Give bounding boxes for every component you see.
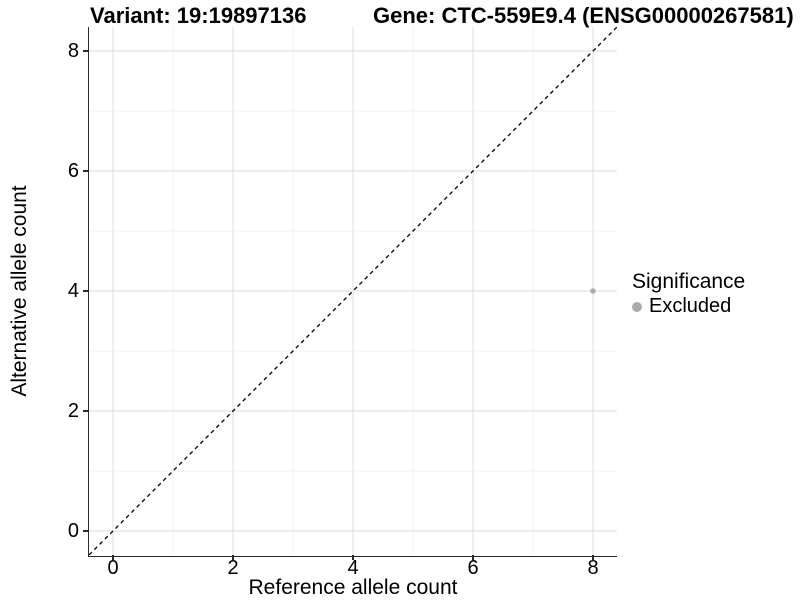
x-axis-tick	[472, 555, 474, 560]
y-axis-tick	[82, 170, 88, 172]
x-axis-tick	[352, 555, 354, 560]
legend: Significance Excluded	[632, 271, 745, 317]
x-axis-tick	[232, 555, 234, 560]
legend-item-label: Excluded	[649, 295, 732, 317]
plot-panel	[89, 27, 617, 555]
y-axis-tick-label: 0	[67, 520, 79, 542]
legend-point-icon	[632, 301, 642, 312]
x-axis-tick-label: 4	[347, 557, 359, 579]
y-axis-tick	[82, 50, 88, 52]
y-axis-tick	[82, 530, 88, 532]
x-axis-tick-label: 6	[467, 557, 479, 579]
y-axis-tick-label: 2	[67, 400, 79, 422]
plot-title-variant: Variant: 19:19897136	[90, 3, 307, 28]
plot-area-svg	[89, 27, 617, 555]
legend-item-excluded: Excluded	[632, 296, 745, 317]
plot-title-gene: Gene: CTC-559E9.4 (ENSG00000267581)	[373, 3, 794, 28]
legend-title: Significance	[632, 270, 746, 293]
y-axis-title: Alternative allele count	[8, 185, 31, 397]
y-axis-tick-label: 6	[67, 160, 79, 182]
x-axis-title: Reference allele count	[248, 576, 458, 599]
x-axis-tick-label: 2	[227, 557, 239, 579]
y-axis-tick	[82, 290, 88, 292]
x-axis-tick-label: 0	[107, 557, 119, 579]
data-point	[590, 288, 596, 294]
x-axis-tick	[592, 555, 594, 560]
y-axis-tick-label: 4	[67, 280, 79, 302]
y-axis-tick	[82, 410, 88, 412]
y-axis-tick-label: 8	[67, 40, 79, 62]
x-axis-tick	[112, 555, 114, 560]
x-axis-tick-label: 8	[587, 557, 599, 579]
axis-lines	[87, 27, 617, 557]
